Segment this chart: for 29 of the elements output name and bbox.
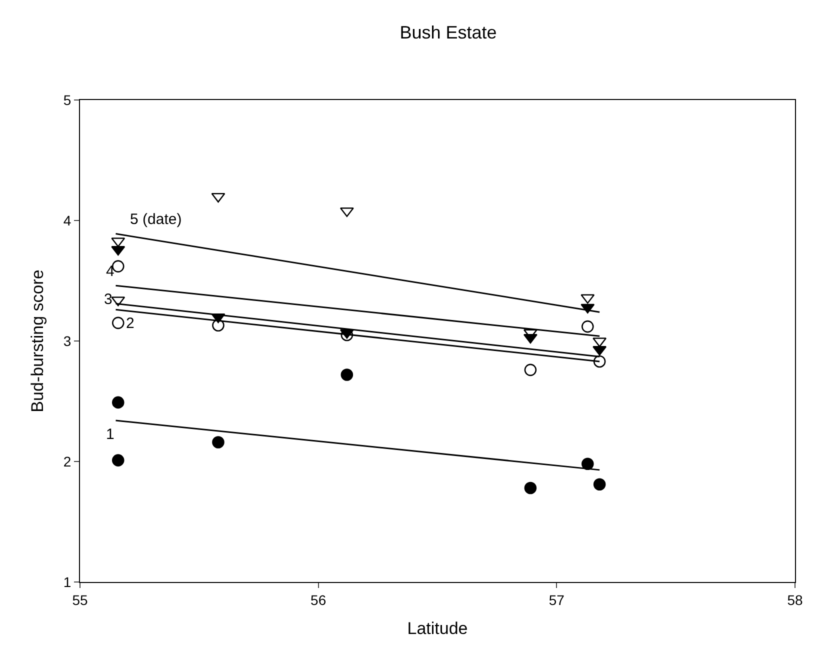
point <box>524 364 537 376</box>
point <box>340 368 354 381</box>
point <box>212 436 224 448</box>
point <box>112 396 124 409</box>
y-tick-label: 1 <box>63 574 72 590</box>
y-tick-label: 3 <box>63 332 72 349</box>
point <box>112 454 124 466</box>
y-axis-title: Bud-bursting score <box>28 270 47 412</box>
series-label: 3 <box>104 291 112 308</box>
series-label: 5 (date) <box>130 211 182 228</box>
x-tick-label: 57 <box>548 592 565 608</box>
series-label: 1 <box>106 426 114 443</box>
series-label: 2 <box>126 315 134 332</box>
point <box>523 334 538 344</box>
point <box>340 207 354 218</box>
point <box>112 316 124 330</box>
y-tick-label: 5 <box>63 92 72 108</box>
y-tick-label: 4 <box>63 212 72 228</box>
point <box>582 458 594 470</box>
x-tick-label: 56 <box>310 592 326 608</box>
point <box>524 482 537 494</box>
y-tick-label: 2 <box>63 453 72 470</box>
x-axis-title: Latitude <box>407 619 468 638</box>
point <box>593 478 606 491</box>
chart-title: Bush Estate <box>400 22 497 43</box>
point <box>582 320 594 333</box>
x-tick-label: 58 <box>787 592 803 608</box>
x-tick-label: 55 <box>72 592 88 608</box>
series-label: 4 <box>106 263 114 280</box>
